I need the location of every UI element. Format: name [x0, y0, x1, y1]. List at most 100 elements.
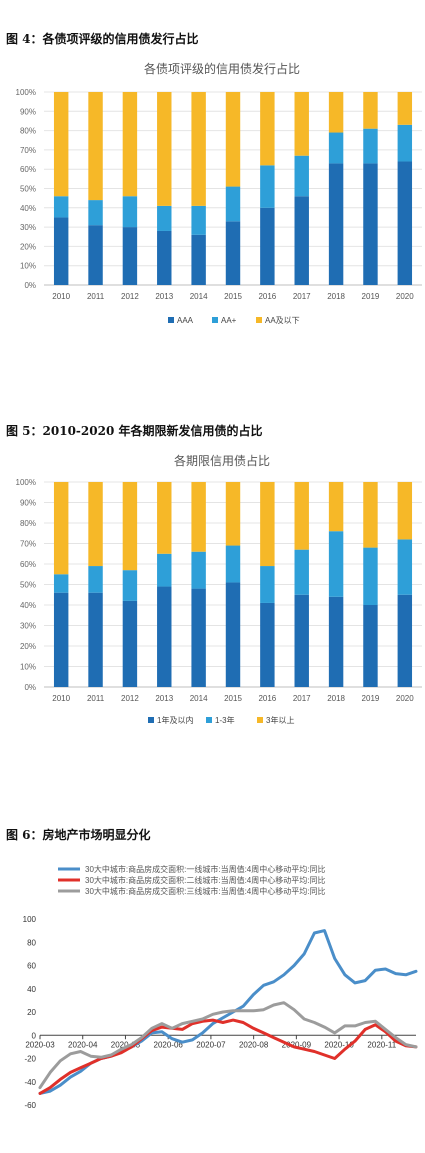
bar-segment-2 — [397, 124, 413, 162]
bar-segment-3 — [363, 92, 378, 129]
y-tick-label: -20 — [24, 1055, 36, 1064]
bar-segment-2 — [397, 539, 413, 595]
legend-swatch — [206, 717, 212, 723]
legend-label: AA及以下 — [265, 316, 300, 325]
bar-segment-2 — [294, 155, 309, 197]
x-tick-label: 2018 — [327, 292, 345, 301]
y-tick-label: 20% — [20, 242, 36, 251]
bar-segment-1 — [397, 594, 413, 687]
x-tick-label: 2018 — [327, 694, 345, 703]
bar-segment-3 — [397, 482, 413, 540]
bar-segment-2 — [157, 205, 172, 231]
bar-segment-3 — [53, 92, 69, 197]
legend-label: 1年及以内 — [157, 715, 193, 725]
legend-label: 1-3年 — [215, 715, 235, 725]
y-tick-label: 20 — [27, 1008, 36, 1017]
chart-title: 各债项评级的信用债发行占比 — [144, 61, 300, 76]
y-tick-label: 70% — [20, 540, 36, 549]
x-tick-label: 2020-04 — [68, 1040, 98, 1049]
bar-segment-2 — [363, 128, 378, 164]
x-tick-label: 2014 — [190, 292, 208, 301]
bar-segment-1 — [191, 588, 206, 687]
bar-segment-2 — [260, 165, 275, 208]
bar-segment-1 — [122, 227, 138, 285]
y-tick-label: 50% — [20, 185, 36, 194]
y-tick-label: 60 — [27, 962, 36, 971]
y-tick-label: 40% — [20, 601, 36, 610]
x-tick-label: 2017 — [293, 694, 311, 703]
bar-segment-2 — [260, 566, 275, 603]
x-tick-label: 2020-03 — [25, 1040, 55, 1049]
y-tick-label: 20% — [20, 642, 36, 651]
bar-segment-1 — [157, 586, 172, 687]
bar-segment-3 — [225, 482, 241, 546]
x-tick-label: 2010 — [52, 694, 70, 703]
bar-segment-1 — [88, 592, 103, 687]
bar-segment-2 — [225, 186, 241, 222]
x-tick-label: 2020-10 — [324, 1040, 354, 1049]
bar-segment-2 — [191, 205, 206, 235]
x-tick-label: 2016 — [258, 694, 276, 703]
bar-segment-2 — [88, 566, 103, 593]
bar-segment-2 — [122, 196, 138, 228]
bar-segment-2 — [363, 547, 378, 605]
bar-segment-3 — [397, 92, 413, 125]
bar-segment-1 — [328, 596, 344, 687]
y-tick-label: 90% — [20, 107, 36, 116]
y-tick-label: 100% — [16, 478, 36, 487]
bar-segment-3 — [157, 482, 172, 554]
x-tick-label: 2020-07 — [196, 1040, 226, 1049]
y-tick-label: 80% — [20, 519, 36, 528]
y-tick-label: -60 — [24, 1101, 36, 1110]
bar-segment-3 — [88, 482, 103, 567]
legend-label: 30大中城市:商品房成交面积:一线城市:当周值:4周中心移动平均:同比 — [85, 864, 325, 874]
bar-segment-1 — [225, 221, 241, 285]
chart-title: 各期限信用债占比 — [174, 453, 270, 468]
bar-segment-3 — [225, 92, 241, 187]
x-tick-label: 2012 — [121, 694, 139, 703]
bar-segment-2 — [225, 545, 241, 583]
bar-segment-1 — [53, 217, 69, 285]
figure-4-caption: 图 4：各债项评级的信用债发行占比 — [6, 32, 199, 46]
y-tick-label: 60% — [20, 165, 36, 174]
x-tick-label: 2015 — [224, 292, 242, 301]
legend-label: 30大中城市:商品房成交面积:三线城市:当周值:4周中心移动平均:同比 — [85, 886, 325, 896]
bar-segment-1 — [363, 163, 378, 285]
y-tick-label: 10% — [20, 663, 36, 672]
bar-segment-2 — [88, 200, 103, 226]
bar-segment-3 — [260, 482, 275, 567]
bar-segment-3 — [191, 482, 206, 552]
legend-label: 3年以上 — [266, 715, 294, 725]
x-tick-label: 2012 — [121, 292, 139, 301]
legend-swatch — [256, 317, 262, 323]
x-tick-label: 2010 — [52, 292, 70, 301]
x-tick-label: 2016 — [258, 292, 276, 301]
bar-segment-1 — [122, 600, 138, 687]
bar-segment-3 — [294, 482, 309, 550]
bar-segment-1 — [363, 605, 378, 687]
bar-segment-1 — [260, 602, 275, 687]
y-tick-label: 0 — [32, 1031, 37, 1040]
y-tick-label: 50% — [20, 581, 36, 590]
y-tick-label: 70% — [20, 146, 36, 155]
bar-segment-1 — [191, 234, 206, 285]
bar-segment-2 — [294, 549, 309, 595]
bar-segment-3 — [157, 92, 172, 206]
y-tick-label: 30% — [20, 622, 36, 631]
y-tick-label: 30% — [20, 223, 36, 232]
y-tick-label: 40% — [20, 204, 36, 213]
x-tick-label: 2019 — [362, 292, 380, 301]
x-tick-label: 2011 — [87, 694, 105, 703]
bar-segment-2 — [53, 196, 69, 218]
legend-label: 30大中城市:商品房成交面积:二线城市:当周值:4周中心移动平均:同比 — [85, 875, 325, 885]
y-tick-label: 90% — [20, 499, 36, 508]
bar-segment-3 — [191, 92, 206, 206]
legend-swatch — [168, 317, 174, 323]
legend-label: AAA — [177, 316, 194, 325]
bar-segment-1 — [294, 196, 309, 285]
bar-segment-3 — [363, 482, 378, 548]
x-tick-label: 2015 — [224, 694, 242, 703]
bar-segment-3 — [294, 92, 309, 156]
bar-segment-3 — [122, 92, 138, 197]
bar-segment-3 — [53, 482, 69, 575]
